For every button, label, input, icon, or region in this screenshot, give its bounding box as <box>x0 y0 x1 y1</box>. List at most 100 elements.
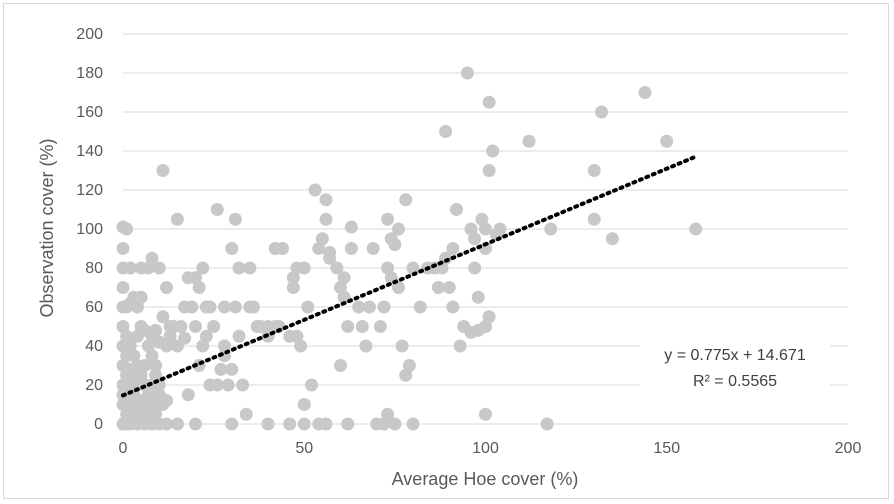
data-point <box>355 320 369 333</box>
data-point <box>131 300 144 314</box>
data-point <box>286 281 300 294</box>
x-tick-label: 50 <box>295 440 313 457</box>
data-point <box>341 417 355 431</box>
data-point <box>290 329 304 343</box>
data-point <box>123 261 137 275</box>
data-point <box>482 95 496 109</box>
data-point <box>163 329 177 343</box>
data-point <box>479 320 492 333</box>
data-point <box>243 300 257 314</box>
data-point <box>116 242 130 255</box>
data-point <box>218 339 231 353</box>
x-tick-label: 200 <box>835 440 862 457</box>
data-point <box>120 329 134 343</box>
data-point <box>207 320 221 333</box>
data-point <box>160 281 173 294</box>
data-point <box>243 261 257 275</box>
data-point <box>189 271 202 285</box>
y-axis-title: Observation cover (%) <box>37 138 57 317</box>
data-point <box>181 388 195 402</box>
data-point <box>218 300 231 314</box>
data-point <box>475 212 489 226</box>
data-point <box>450 203 463 216</box>
data-point <box>141 339 155 353</box>
data-point <box>381 261 395 275</box>
data-point <box>319 212 333 226</box>
data-point <box>587 212 601 226</box>
data-point <box>192 281 206 294</box>
data-point <box>334 359 347 372</box>
y-tick-label: 20 <box>85 377 103 394</box>
data-point <box>388 238 402 252</box>
data-point <box>149 323 163 337</box>
data-point <box>453 339 467 353</box>
data-point <box>116 320 130 333</box>
data-point <box>399 193 413 207</box>
data-point <box>315 232 329 246</box>
data-point <box>446 300 460 314</box>
data-point <box>595 105 608 119</box>
data-point <box>605 232 619 246</box>
data-point <box>196 339 210 353</box>
x-tick-label: 0 <box>119 440 128 457</box>
data-point <box>185 300 199 314</box>
data-point <box>381 407 395 421</box>
data-point <box>141 261 155 275</box>
data-point <box>479 242 492 255</box>
data-point <box>399 368 413 382</box>
y-tick-label: 40 <box>85 338 103 355</box>
data-point <box>305 378 318 392</box>
data-point <box>283 417 297 431</box>
data-point <box>138 359 152 372</box>
y-tick-label: 200 <box>76 26 103 43</box>
y-tick-label: 160 <box>76 104 103 121</box>
data-point <box>225 242 239 255</box>
data-point <box>120 222 134 236</box>
y-tick-label: 60 <box>85 299 103 316</box>
y-tick-label: 80 <box>85 260 103 277</box>
y-tick-label: 180 <box>76 65 103 82</box>
data-point <box>359 339 373 353</box>
y-tick-labels: 0 20 40 60 80 100 120 140 160 180 200 <box>76 26 103 433</box>
data-point <box>352 300 366 314</box>
data-point <box>196 261 210 275</box>
data-point <box>638 86 652 99</box>
data-point <box>366 242 380 255</box>
data-point <box>544 222 558 236</box>
data-point <box>319 417 333 431</box>
data-point <box>301 300 315 314</box>
trendline-r2: R² = 0.5565 <box>693 373 777 390</box>
data-point <box>174 320 188 333</box>
trendline <box>121 154 698 398</box>
x-tick-label: 100 <box>472 440 499 457</box>
data-point <box>276 242 289 255</box>
data-point <box>323 251 337 265</box>
data-point <box>294 339 308 353</box>
data-point <box>482 164 496 177</box>
data-point <box>377 417 391 431</box>
data-point <box>446 242 460 255</box>
data-point <box>156 164 170 177</box>
data-point <box>141 411 155 425</box>
data-point <box>203 300 217 314</box>
data-point <box>344 220 358 234</box>
data-point <box>160 394 173 408</box>
data-point <box>156 310 170 324</box>
data-point <box>471 290 485 304</box>
data-point <box>297 261 311 275</box>
trendline-equation: y = 0.775x + 14.671 <box>664 347 806 364</box>
data-point <box>149 368 163 382</box>
data-point <box>689 222 703 236</box>
data-point <box>392 222 405 236</box>
data-point <box>395 339 409 353</box>
data-point <box>363 300 376 314</box>
data-point <box>116 281 130 294</box>
data-point <box>239 407 253 421</box>
data-point <box>431 281 445 294</box>
data-point <box>308 183 322 197</box>
data-point <box>406 417 420 431</box>
data-point <box>228 212 242 226</box>
y-tick-label: 120 <box>76 182 103 199</box>
data-point <box>482 310 496 324</box>
data-point <box>236 378 250 392</box>
